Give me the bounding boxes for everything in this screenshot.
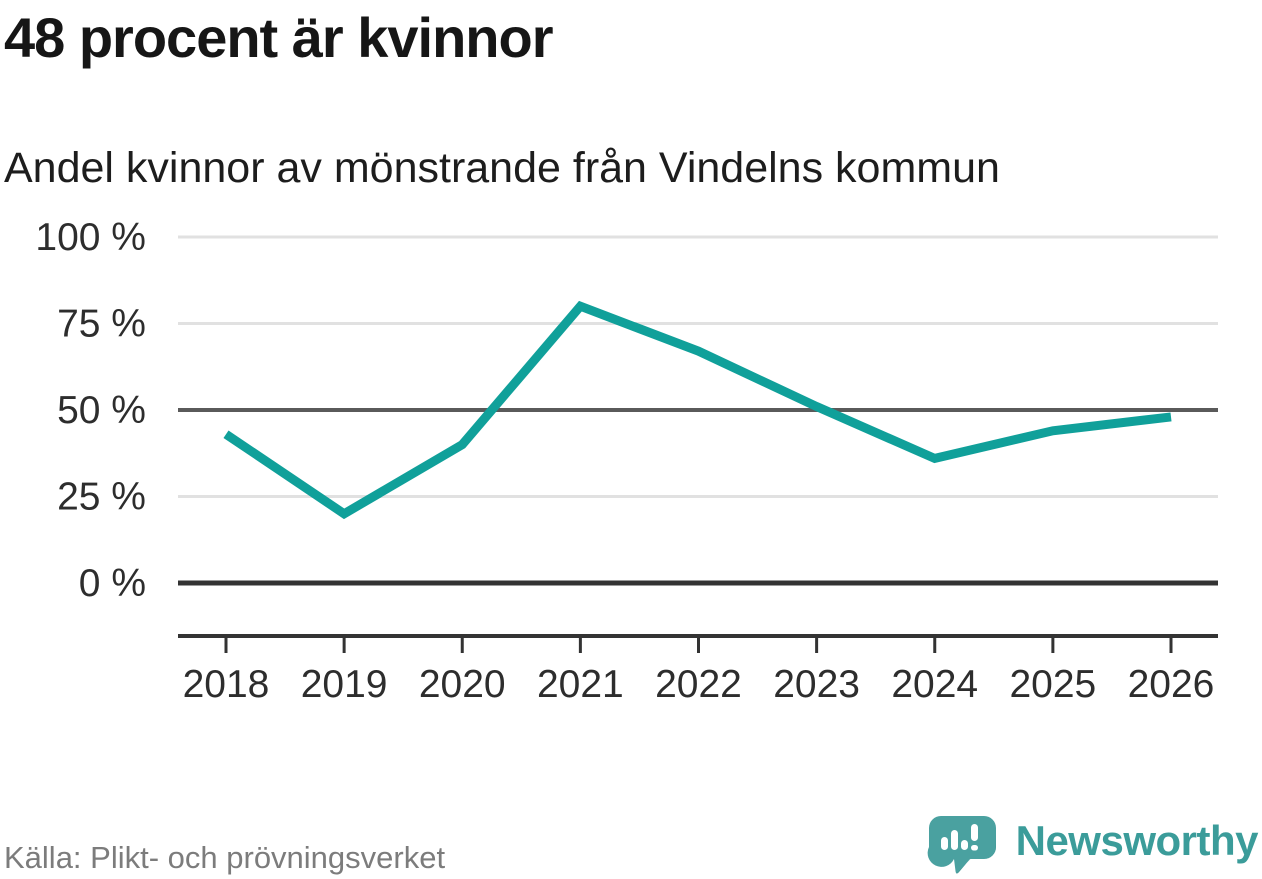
data-line	[223, 300, 1172, 520]
logo-bar-1	[940, 837, 948, 850]
speech-bubble-shade	[956, 835, 996, 874]
logo-bar-2	[950, 830, 958, 850]
brand-lockup: Newsworthy	[924, 813, 1259, 877]
page-subtitle: Andel kvinnor av mönstrande från Vindeln…	[4, 144, 1000, 192]
y-tick-label: 75 %	[57, 303, 146, 346]
x-tick-label: 2026	[1128, 663, 1215, 706]
x-tick-label: 2018	[183, 663, 270, 706]
logo-exclamation-dot	[970, 845, 978, 851]
x-tick-label: 2023	[773, 663, 860, 706]
newsworthy-logo-icon	[927, 816, 996, 874]
page-title: 48 procent är kvinnor	[4, 6, 554, 69]
y-tick-label: 25 %	[57, 476, 146, 519]
y-tick-label: 50 %	[57, 389, 146, 432]
x-tick-label: 2019	[301, 663, 388, 706]
y-tick-label: 0 %	[79, 562, 146, 605]
x-tick-label: 2022	[655, 663, 742, 706]
logo-exclamation-stem	[970, 824, 978, 841]
brand-name: Newsworthy	[1015, 817, 1259, 864]
x-tick-label: 2021	[537, 663, 624, 706]
logo-bar-3	[960, 840, 968, 850]
x-tick-label: 2025	[1009, 663, 1096, 706]
y-tick-label: 100 %	[35, 216, 146, 259]
x-tick-label: 2024	[891, 663, 978, 706]
source-note: Källa: Plikt- och prövningsverket	[4, 840, 446, 875]
x-tick-label: 2020	[419, 663, 506, 706]
